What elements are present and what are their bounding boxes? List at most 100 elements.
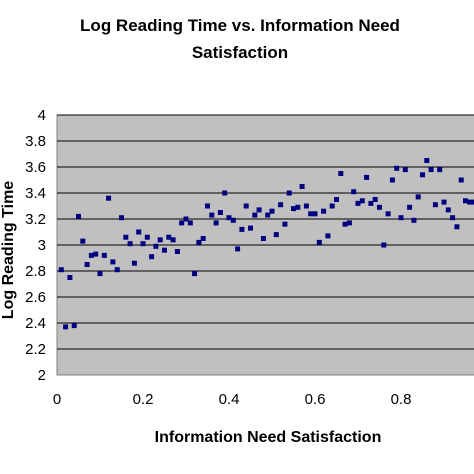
data-point: [84, 262, 90, 267]
data-point: [424, 158, 430, 163]
y-tick-label: 3.8: [25, 133, 46, 150]
data-point: [200, 236, 206, 241]
data-point: [299, 184, 305, 189]
data-point: [127, 241, 133, 247]
data-point: [265, 212, 271, 218]
data-point: [467, 199, 473, 205]
data-point: [205, 203, 210, 209]
data-point: [179, 220, 185, 226]
data-point: [101, 252, 107, 258]
data-point: [110, 259, 116, 265]
data-point: [291, 206, 296, 212]
x-axis-ticks: 0 0.2 0.4 0.6 0.8: [53, 391, 412, 408]
data-point: [325, 233, 331, 239]
data-point: [454, 224, 460, 230]
data-point: [338, 171, 344, 176]
data-point: [114, 267, 120, 273]
data-point: [377, 204, 382, 210]
data-point: [157, 237, 163, 243]
data-point: [183, 216, 189, 222]
x-tick-label: 0.6: [305, 391, 326, 408]
y-tick-label: 2.4: [25, 315, 46, 332]
data-point: [273, 232, 279, 238]
data-point: [153, 243, 159, 249]
data-point: [312, 211, 318, 217]
data-point: [192, 271, 198, 277]
data-point: [136, 229, 142, 235]
data-points: [58, 158, 474, 330]
y-tick-label: 2: [38, 367, 46, 384]
data-point: [209, 212, 215, 218]
data-point: [428, 167, 434, 173]
data-point: [58, 267, 64, 273]
data-point: [252, 212, 258, 218]
data-point: [463, 198, 468, 204]
data-point: [407, 204, 413, 210]
data-point: [346, 220, 352, 226]
data-point: [445, 207, 451, 213]
y-tick-label: 3.6: [25, 159, 46, 176]
data-point: [217, 210, 223, 215]
data-point: [458, 177, 464, 183]
grid-lines: [57, 114, 474, 350]
data-point: [303, 203, 309, 209]
data-point: [174, 249, 180, 254]
data-point: [119, 215, 124, 221]
data-point: [248, 225, 253, 231]
data-point: [106, 195, 112, 201]
data-point: [394, 165, 400, 171]
data-point: [295, 204, 301, 210]
x-tick-label: 0.4: [219, 391, 240, 408]
data-point: [140, 241, 146, 247]
data-point: [97, 271, 103, 277]
data-point: [131, 260, 137, 266]
data-point: [282, 221, 288, 227]
data-point: [368, 200, 374, 206]
data-point: [437, 167, 443, 173]
data-point: [222, 190, 228, 196]
data-point: [256, 207, 262, 213]
chart-title-line-1: Log Reading Time vs. Information Need: [80, 16, 400, 35]
data-point: [286, 190, 292, 196]
data-point: [432, 202, 438, 208]
data-point: [213, 220, 219, 226]
data-point: [450, 215, 456, 221]
x-tick-label: 0.2: [133, 391, 154, 408]
x-tick-label: 0.8: [391, 391, 412, 408]
data-point: [308, 211, 314, 217]
data-point: [278, 202, 284, 208]
data-point: [67, 275, 73, 280]
data-point: [321, 208, 327, 214]
data-point: [471, 199, 474, 205]
y-tick-label: 3: [38, 237, 46, 254]
data-point: [372, 197, 378, 202]
data-point: [269, 208, 275, 214]
data-point: [76, 213, 81, 219]
data-point: [239, 226, 245, 232]
data-point: [196, 239, 202, 245]
x-axis-title: Information Need Satisfaction: [155, 429, 382, 446]
y-tick-label: 2.8: [25, 263, 46, 280]
data-point: [162, 247, 167, 253]
data-point: [415, 194, 421, 200]
data-point: [93, 251, 99, 257]
data-point: [88, 252, 94, 258]
y-tick-label: 2.6: [25, 289, 46, 306]
data-point: [260, 236, 266, 241]
y-axis-ticks: 2 2.2 2.4 2.6 2.8 3 3.2 3.4 3.6 3.8 4: [25, 107, 46, 384]
data-point: [187, 220, 193, 226]
y-tick-label: 3.2: [25, 211, 46, 228]
data-point: [381, 242, 387, 248]
x-tick-label: 0: [53, 391, 61, 408]
data-point: [170, 237, 176, 243]
data-point: [63, 324, 69, 330]
data-point: [385, 211, 391, 217]
data-point: [420, 172, 425, 178]
data-point: [71, 323, 77, 329]
y-tick-label: 2.2: [25, 341, 46, 358]
data-point: [411, 217, 417, 223]
chart-title-line-2: Satisfaction: [192, 43, 288, 62]
data-point: [243, 203, 249, 209]
data-point: [389, 177, 395, 183]
data-point: [329, 203, 335, 209]
